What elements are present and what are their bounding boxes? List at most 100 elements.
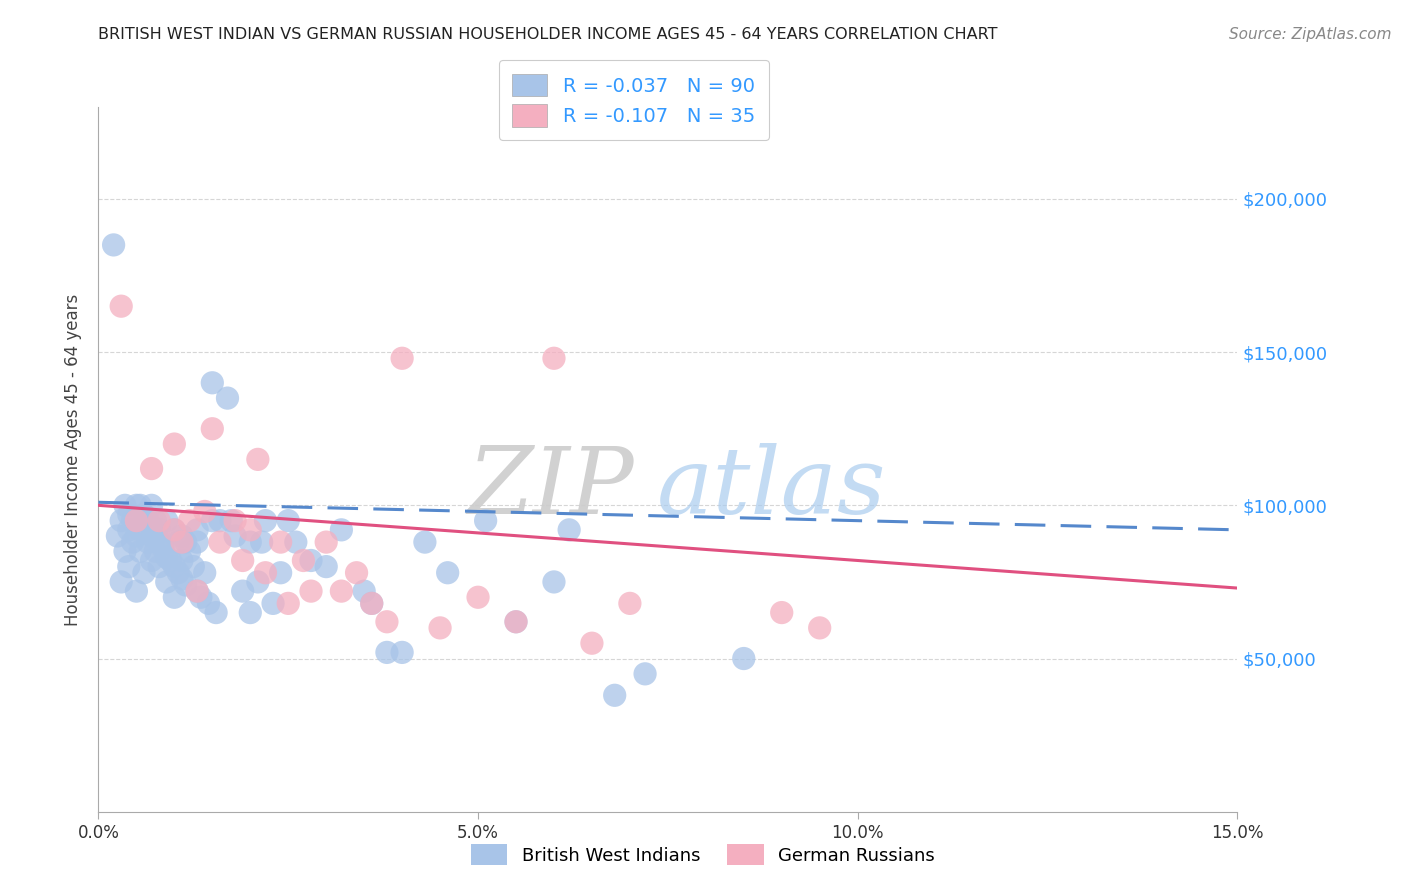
Point: [132, 566, 155, 580]
Point: [141, 461, 163, 475]
Point: [232, 584, 254, 599]
Point: [250, 535, 273, 549]
Point: [159, 553, 181, 567]
Point: [208, 535, 231, 549]
Point: [152, 538, 174, 552]
Text: Source: ZipAtlas.com: Source: ZipAtlas.com: [1229, 27, 1392, 42]
Point: [808, 621, 831, 635]
Point: [346, 566, 368, 580]
Point: [603, 688, 626, 702]
Point: [330, 584, 353, 599]
Point: [129, 499, 152, 513]
Point: [136, 514, 159, 528]
Point: [148, 514, 170, 528]
Point: [254, 566, 277, 580]
Point: [194, 566, 217, 580]
Point: [505, 615, 527, 629]
Point: [141, 499, 163, 513]
Point: [163, 591, 186, 605]
Point: [634, 666, 657, 681]
Point: [132, 508, 155, 522]
Point: [152, 541, 174, 556]
Point: [129, 523, 152, 537]
Point: [125, 514, 148, 528]
Legend: British West Indians, German Russians: British West Indians, German Russians: [463, 835, 943, 874]
Point: [224, 529, 246, 543]
Point: [125, 584, 148, 599]
Point: [330, 523, 353, 537]
Point: [121, 535, 143, 549]
Point: [270, 535, 292, 549]
Point: [186, 584, 208, 599]
Point: [110, 299, 132, 313]
Point: [167, 566, 190, 580]
Text: ZIP: ZIP: [467, 442, 634, 533]
Point: [277, 514, 299, 528]
Point: [170, 572, 193, 586]
Point: [186, 523, 208, 537]
Point: [474, 514, 496, 528]
Point: [360, 596, 382, 610]
Point: [145, 529, 167, 543]
Point: [375, 645, 398, 659]
Point: [156, 574, 179, 589]
Point: [190, 591, 212, 605]
Point: [141, 520, 163, 534]
Point: [148, 559, 170, 574]
Point: [205, 606, 228, 620]
Point: [391, 645, 413, 659]
Point: [148, 535, 170, 549]
Point: [221, 514, 243, 528]
Point: [413, 535, 436, 549]
Text: BRITISH WEST INDIAN VS GERMAN RUSSIAN HOUSEHOLDER INCOME AGES 45 - 64 YEARS CORR: BRITISH WEST INDIAN VS GERMAN RUSSIAN HO…: [98, 27, 998, 42]
Point: [186, 584, 208, 599]
Point: [254, 514, 277, 528]
Point: [129, 544, 152, 558]
Point: [118, 559, 141, 574]
Point: [232, 553, 254, 567]
Point: [467, 591, 489, 605]
Point: [141, 553, 163, 567]
Point: [110, 574, 132, 589]
Point: [125, 499, 148, 513]
Point: [136, 535, 159, 549]
Point: [543, 574, 565, 589]
Point: [141, 529, 163, 543]
Point: [163, 437, 186, 451]
Point: [125, 529, 148, 543]
Point: [148, 523, 170, 537]
Point: [118, 508, 141, 522]
Legend: R = -0.037   N = 90, R = -0.107   N = 35: R = -0.037 N = 90, R = -0.107 N = 35: [499, 61, 769, 140]
Point: [239, 523, 262, 537]
Point: [224, 514, 246, 528]
Point: [183, 559, 205, 574]
Point: [239, 606, 262, 620]
Point: [179, 544, 201, 558]
Point: [315, 559, 337, 574]
Point: [284, 535, 307, 549]
Point: [132, 514, 155, 528]
Point: [163, 559, 186, 574]
Point: [170, 535, 193, 549]
Point: [581, 636, 603, 650]
Text: atlas: atlas: [657, 442, 886, 533]
Point: [170, 553, 193, 567]
Point: [619, 596, 641, 610]
Point: [299, 584, 322, 599]
Point: [360, 596, 382, 610]
Point: [110, 514, 132, 528]
Point: [733, 651, 755, 665]
Point: [391, 351, 413, 366]
Point: [103, 238, 125, 252]
Point: [505, 615, 527, 629]
Point: [174, 535, 197, 549]
Point: [270, 566, 292, 580]
Y-axis label: Householder Income Ages 45 - 64 years: Householder Income Ages 45 - 64 years: [63, 293, 82, 625]
Point: [163, 523, 186, 537]
Point: [136, 514, 159, 528]
Point: [436, 566, 458, 580]
Point: [118, 523, 141, 537]
Point: [558, 523, 581, 537]
Point: [167, 535, 190, 549]
Point: [201, 422, 224, 436]
